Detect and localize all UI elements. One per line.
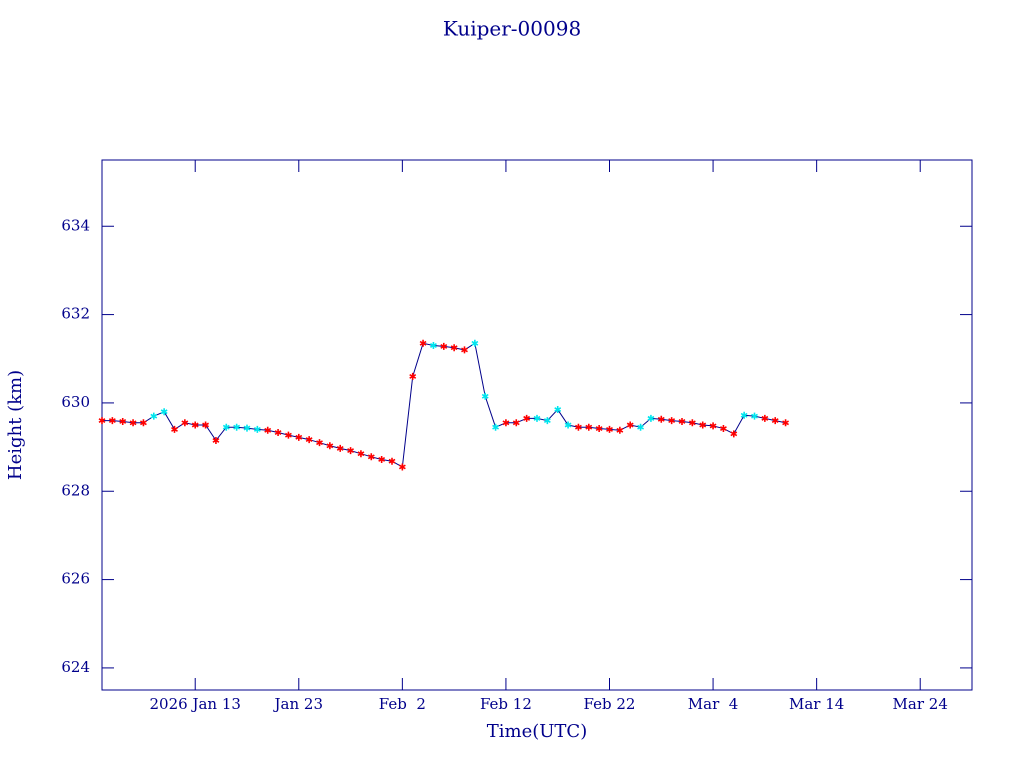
x-tick-label: Mar 4 [688,695,739,713]
data-point [347,447,355,455]
data-point [419,339,427,347]
data-point [409,372,417,380]
data-point [129,419,137,427]
x-tick-label: Feb 12 [480,695,532,713]
data-point [699,421,707,429]
data-line [102,342,786,468]
data-point [295,433,303,441]
data-point [316,439,323,447]
data-point [523,414,531,422]
data-point [709,422,717,430]
data-point [481,392,489,400]
y-tick-label: 626 [61,570,90,588]
data-point [647,414,655,422]
y-tick-label: 632 [61,305,90,323]
x-tick-label: Jan 23 [273,695,323,713]
data-point [171,425,178,433]
data-point [564,421,572,429]
data-point [440,342,448,350]
data-point [222,423,230,431]
data-point [616,426,624,434]
data-point [429,342,437,349]
y-tick-label: 628 [61,481,90,499]
data-point [585,423,593,431]
data-point [388,457,396,465]
data-point [637,423,645,431]
y-tick-label: 624 [61,658,90,676]
data-point [284,431,292,439]
data-point [492,423,500,431]
data-point [657,415,665,423]
data-point [554,406,562,414]
data-point [471,339,479,347]
plot-frame [101,159,973,691]
y-tick-label: 634 [61,216,90,234]
data-point [181,419,189,427]
data-point [264,426,272,434]
data-point [305,436,313,444]
x-tick-label: 2026 Jan 13 [150,695,241,713]
data-point [533,414,541,422]
data-point [160,408,168,416]
data-point [191,421,199,429]
data-point [782,419,790,427]
data-point [606,425,613,433]
x-axis-label: Time(UTC) [487,721,587,742]
data-point [543,417,551,425]
data-point [108,417,116,425]
data-point [678,417,686,425]
data-point [730,430,738,438]
data-point [450,344,458,352]
data-point [243,424,251,432]
data-point [761,414,769,422]
data-point [626,421,634,429]
data-point [668,417,676,425]
data-point [574,423,582,431]
data-point [274,429,282,437]
data-point [688,419,696,427]
data-point [202,421,210,429]
y-tick-label: 630 [61,393,90,411]
data-point [502,419,510,427]
data-point [367,453,375,461]
chart-title: Kuiper-00098 [443,17,581,41]
data-point [357,450,365,458]
y-axis-label: Height (km) [5,370,26,480]
x-tick-label: Feb 22 [584,695,636,713]
data-point [139,419,147,427]
data-point [719,425,727,433]
data-point [771,417,779,425]
data-point [336,444,344,452]
data-point [740,411,748,419]
data-point [253,425,261,433]
data-point [461,346,468,354]
data-point [233,423,241,431]
x-tick-label: Mar 14 [789,695,844,713]
data-point [150,412,158,420]
data-point [98,417,106,425]
data-point [595,425,603,433]
data-point [326,442,334,450]
data-point [512,419,520,427]
x-tick-label: Feb 2 [379,695,426,713]
data-point [398,463,406,471]
data-point [751,412,758,420]
data-point [119,417,127,425]
data-point [378,455,386,463]
x-tick-label: Mar 24 [893,695,948,713]
data-point [212,436,220,444]
